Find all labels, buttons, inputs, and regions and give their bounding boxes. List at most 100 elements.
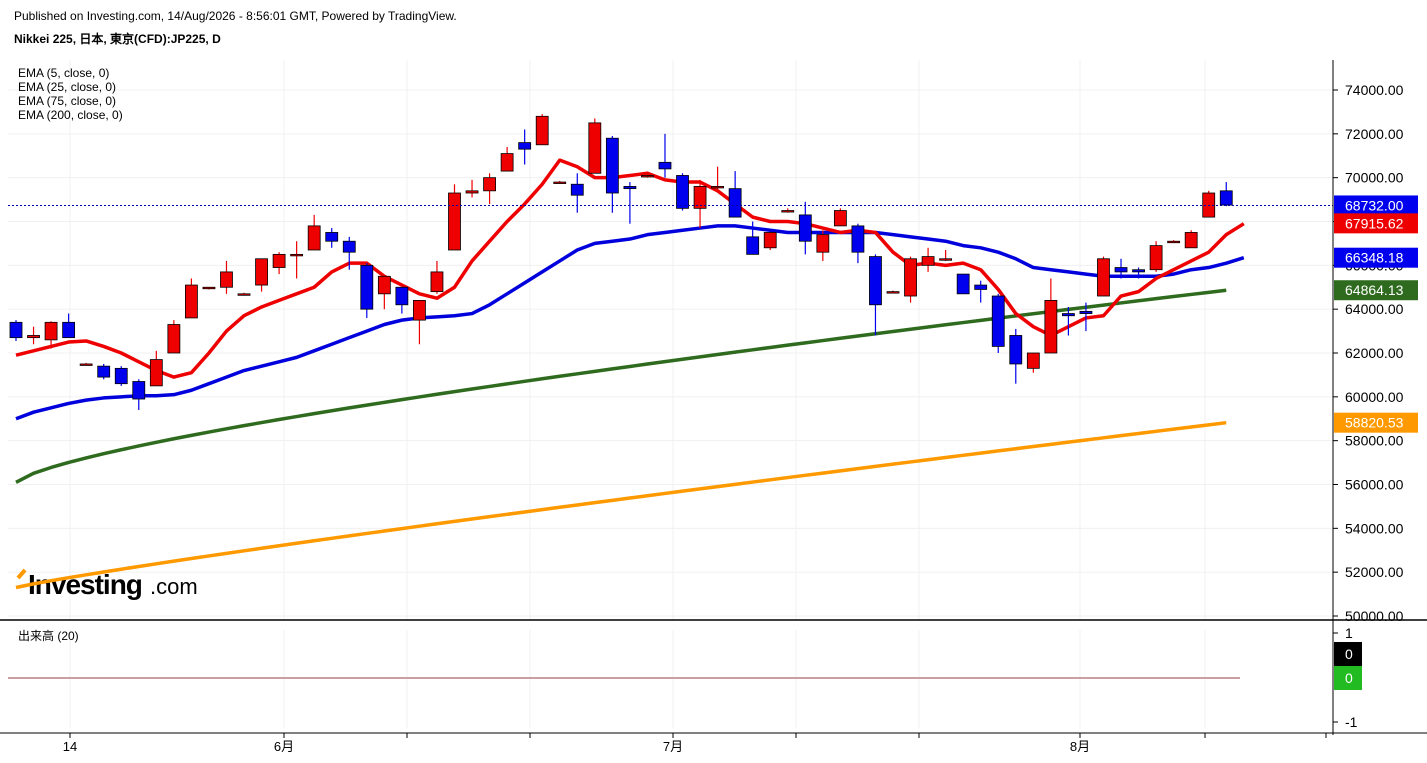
candle-body — [518, 142, 532, 150]
y-tick-label: 50000.00 — [1345, 608, 1404, 624]
x-tick-label: 7月 — [663, 739, 683, 754]
chart-grid — [8, 60, 1333, 728]
price-tag-bg — [1334, 213, 1418, 234]
candle-body — [746, 236, 760, 255]
investing-logo: Investing .com — [16, 568, 198, 600]
candle-body — [711, 186, 724, 189]
x-tick-label: 8月 — [1070, 739, 1090, 754]
candle-body — [676, 175, 689, 209]
candle-body — [202, 286, 216, 290]
candle-body — [44, 321, 58, 341]
candle-body — [816, 234, 830, 253]
candle-body — [956, 273, 970, 295]
candle-body — [974, 284, 988, 290]
candle-body — [114, 367, 128, 385]
candle-body — [623, 186, 637, 190]
candle-body — [1114, 267, 1128, 273]
candle-body — [535, 115, 549, 146]
volume-tick-label: -1 — [1345, 714, 1358, 730]
candle-body — [483, 177, 496, 192]
published-line: Published on Investing.com, 14/Aug/2026 … — [14, 9, 457, 23]
chart-header: Published on Investing.com, 14/Aug/2026 … — [14, 8, 457, 47]
price-tag-label: 68732.00 — [1345, 197, 1404, 213]
candle-body — [237, 293, 251, 296]
candle-body — [658, 161, 672, 170]
candle-body — [430, 271, 444, 293]
candle-body — [325, 232, 339, 242]
candle-body — [307, 225, 321, 251]
volume-label: 出来高 (20) — [18, 628, 79, 643]
candle-body — [1097, 258, 1110, 297]
candle-body — [833, 210, 847, 227]
candle-body — [1167, 240, 1181, 244]
candles — [9, 114, 1233, 410]
price-tag-bg — [1334, 412, 1418, 433]
ema-legend: EMA (5, close, 0) EMA (25, close, 0) EMA… — [18, 66, 123, 122]
y-tick-label: 52000.00 — [1345, 564, 1404, 580]
candle-body — [395, 286, 409, 306]
x-tick-label: 14 — [63, 739, 77, 754]
candle-body — [886, 291, 900, 294]
y-tick-label: 58000.00 — [1345, 433, 1404, 449]
x-tick-label: 6月 — [274, 739, 294, 754]
y-tick-label: 72000.00 — [1345, 126, 1404, 142]
candle-body — [184, 284, 198, 319]
candle-body — [1132, 269, 1145, 273]
candle-body — [9, 321, 23, 339]
candle-body — [255, 258, 268, 286]
y-tick-label: 54000.00 — [1345, 520, 1404, 536]
candle-body — [290, 253, 304, 257]
candle-body — [1219, 190, 1233, 206]
y-tick-label: 56000.00 — [1345, 477, 1404, 493]
candle-body — [798, 214, 812, 242]
candle-body — [641, 175, 654, 178]
candle-body — [62, 321, 76, 339]
price-tag-bg — [1334, 280, 1418, 301]
candle-body — [1009, 335, 1023, 365]
volume-tag-label: 0 — [1345, 646, 1353, 662]
symbol-title: Nikkei 225, 日本, 東京(CFD):JP225, D — [14, 32, 221, 46]
volume-tag-label: 0 — [1345, 670, 1353, 686]
candle-body — [991, 295, 1005, 347]
volume-tag-bg — [1334, 666, 1362, 690]
candle-body — [272, 253, 286, 268]
candle-body — [132, 381, 146, 400]
price-tag-label: 64864.13 — [1345, 282, 1404, 298]
y-tick-label: 70000.00 — [1345, 170, 1404, 186]
ema25-line — [15, 224, 1245, 421]
candle-body — [1184, 232, 1198, 249]
candle-body — [1026, 352, 1040, 369]
legend-ema25: EMA (25, close, 0) — [18, 80, 116, 94]
candle-body — [763, 232, 777, 249]
candle-body — [27, 335, 40, 339]
volume-tick-label: 1 — [1345, 625, 1353, 641]
candle-body — [167, 324, 181, 354]
legend-ema5: EMA (5, close, 0) — [18, 66, 109, 80]
candle-body — [939, 258, 953, 261]
candle-body — [360, 264, 374, 310]
ema-lines — [15, 158, 1245, 590]
candle-body — [869, 256, 882, 306]
ema75-line — [15, 288, 1227, 484]
ema5-line — [15, 158, 1245, 379]
price-tag-label: 58820.53 — [1345, 415, 1404, 431]
candle-body — [781, 210, 795, 213]
candle-body — [342, 240, 356, 253]
price-tag-label: 66348.18 — [1345, 250, 1404, 266]
candle-body — [79, 363, 93, 366]
legend-ema75: EMA (75, close, 0) — [18, 94, 116, 108]
y-tick-label: 64000.00 — [1345, 301, 1404, 317]
candle-body — [728, 188, 742, 218]
candle-body — [1079, 310, 1093, 314]
candle-body — [465, 190, 479, 194]
price-tags: 68732.00 67915.62 66348.18 64864.13 58820.53 — [1334, 195, 1418, 433]
candle-body — [693, 186, 707, 209]
price-tag-label: 67915.62 — [1345, 215, 1404, 231]
candle-body — [97, 365, 111, 378]
candle-body — [413, 299, 426, 321]
candle-body — [851, 225, 865, 253]
volume-tag-bg — [1334, 642, 1362, 666]
candle-body — [220, 271, 233, 288]
ema200-line — [15, 420, 1227, 590]
